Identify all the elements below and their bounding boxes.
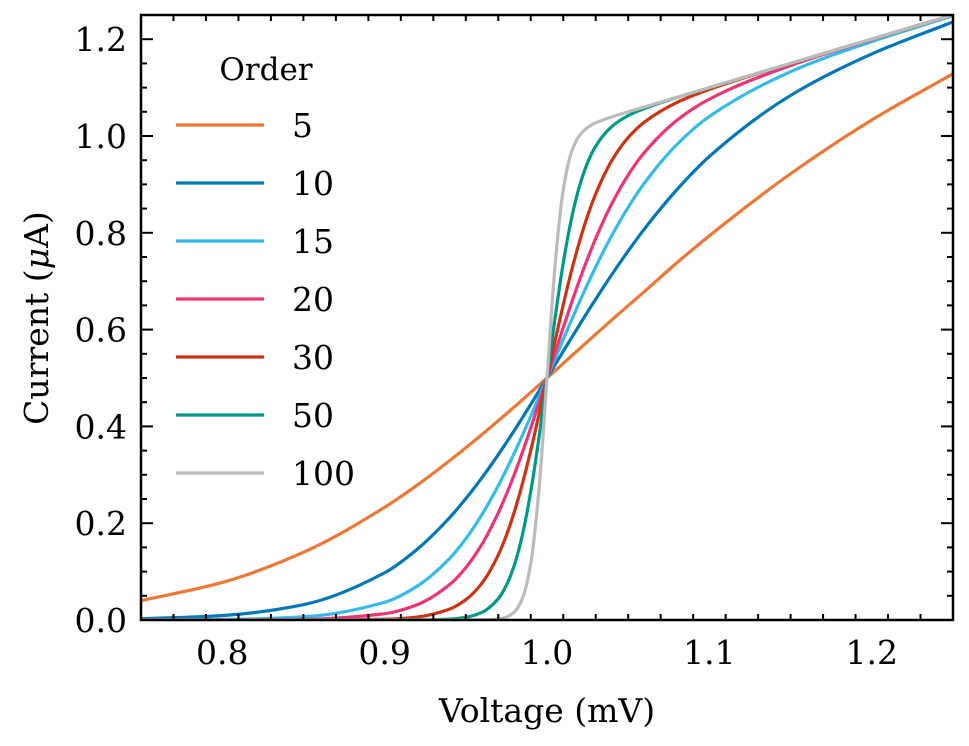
series-line-order-15: [141, 15, 953, 620]
series-line-order-20: [141, 15, 953, 620]
legend-label: 50: [292, 396, 334, 435]
legend-label: 5: [292, 106, 313, 145]
legend-label: 100: [292, 454, 355, 493]
legend-item: 15: [176, 222, 334, 261]
y-tick-label: 0.8: [75, 214, 127, 253]
legend: Order 5 10 15 20 30 50 100: [176, 52, 355, 493]
x-tick-label: 0.8: [196, 633, 248, 672]
legend-item: 100: [176, 454, 355, 493]
x-tick-label: 0.9: [358, 633, 410, 672]
y-axis-label-suffix: A): [17, 211, 56, 249]
x-tick-label: 1.2: [846, 633, 898, 672]
y-tick-labels: 0.0 0.2 0.4 0.6 0.8 1.0 1.2: [75, 20, 127, 640]
legend-label: 30: [292, 338, 334, 377]
legend-label: 20: [292, 280, 334, 319]
series-line-order-50: [141, 15, 953, 620]
y-tick-label: 1.2: [75, 20, 127, 59]
y-tick-label: 0.0: [75, 601, 127, 640]
legend-item: 50: [176, 396, 334, 435]
x-axis-label: Voltage (mV): [438, 691, 655, 730]
y-axis-label-prefix: Current (: [17, 269, 56, 424]
legend-item: 20: [176, 280, 334, 319]
x-tick-label: 1.0: [521, 633, 573, 672]
ticks-layer: [140, 14, 954, 621]
legend-label: 15: [292, 222, 334, 261]
series-line-order-100: [141, 15, 953, 620]
y-tick-label: 0.2: [75, 504, 127, 543]
series-line-order-10: [141, 20, 953, 620]
series-layer: [141, 15, 953, 620]
y-tick-label: 0.4: [75, 407, 127, 446]
legend-item: 30: [176, 338, 334, 377]
legend-item: 10: [176, 164, 334, 203]
legend-items: 5 10 15 20 30 50 100: [176, 106, 355, 493]
legend-title: Order: [219, 52, 312, 88]
plot-frame: [139, 13, 955, 622]
x-tick-labels: 0.8 0.9 1.0 1.1 1.2: [196, 633, 898, 672]
series-line-order-30: [141, 15, 953, 620]
y-axis-label: Current (μA): [17, 211, 56, 425]
y-axis-label-mu: μ: [17, 248, 56, 269]
y-tick-label: 0.6: [75, 311, 127, 350]
legend-item: 5: [176, 106, 313, 145]
legend-label: 10: [292, 164, 334, 203]
series-line-order-5: [141, 72, 953, 603]
x-tick-label: 1.1: [683, 633, 735, 672]
y-tick-label: 1.0: [75, 117, 127, 156]
